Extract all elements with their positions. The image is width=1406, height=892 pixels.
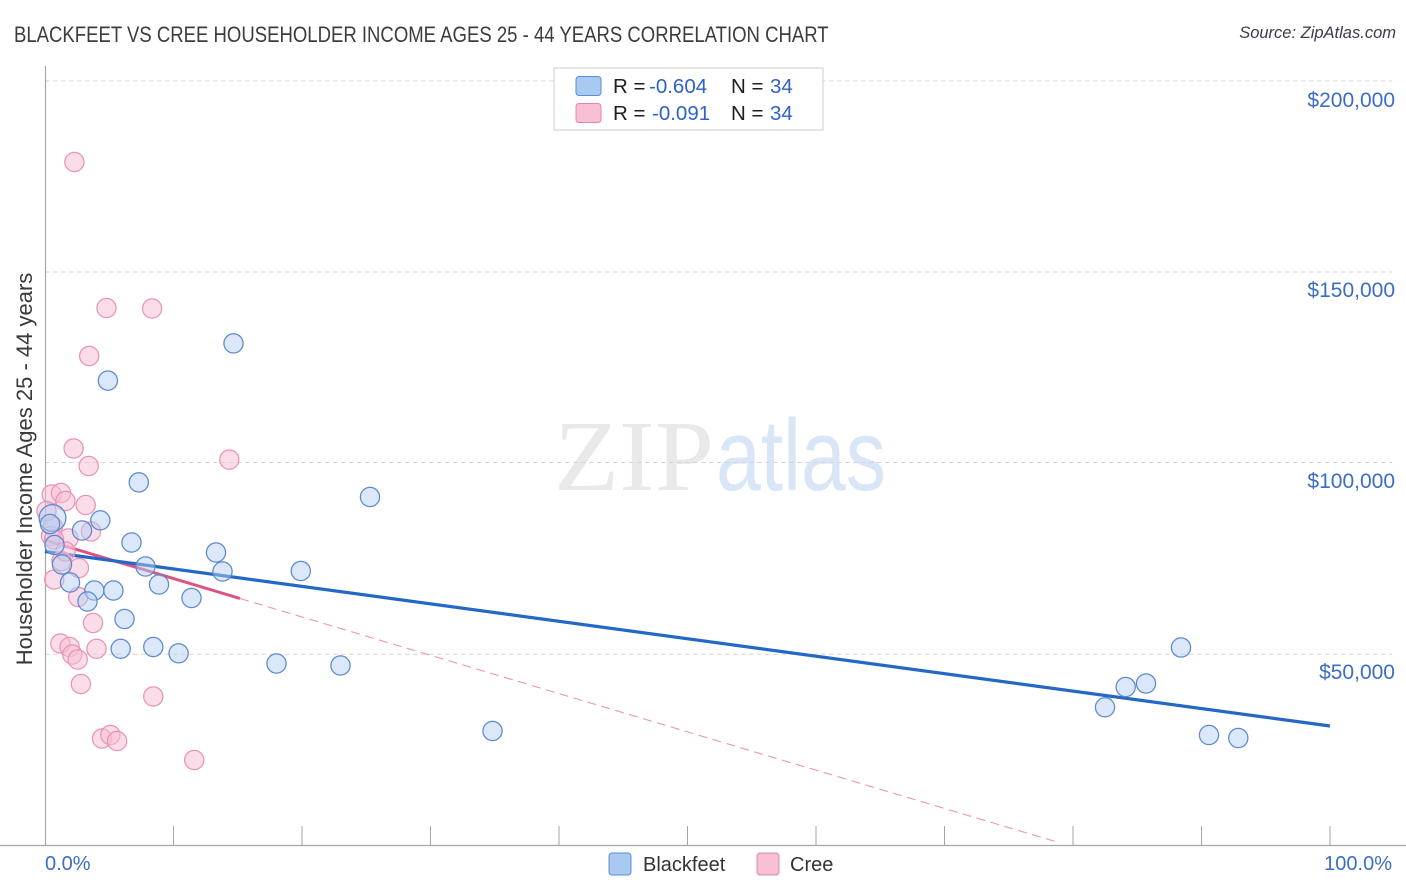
svg-text:$200,000: $200,000 [1307,89,1395,112]
svg-text:$50,000: $50,000 [1319,661,1395,684]
svg-text:Cree: Cree [790,854,833,876]
svg-text:100.0%: 100.0% [1324,853,1392,875]
svg-text:atlas: atlas [716,400,886,512]
svg-text:Blackfeet: Blackfeet [643,854,726,876]
svg-text:$150,000: $150,000 [1307,279,1395,302]
svg-text:0.0%: 0.0% [45,853,91,875]
svg-text:ZIP: ZIP [554,400,714,512]
svg-text:$100,000: $100,000 [1307,470,1395,493]
svg-text:Householder Income Ages 25 - 4: Householder Income Ages 25 - 44 years [12,273,37,666]
